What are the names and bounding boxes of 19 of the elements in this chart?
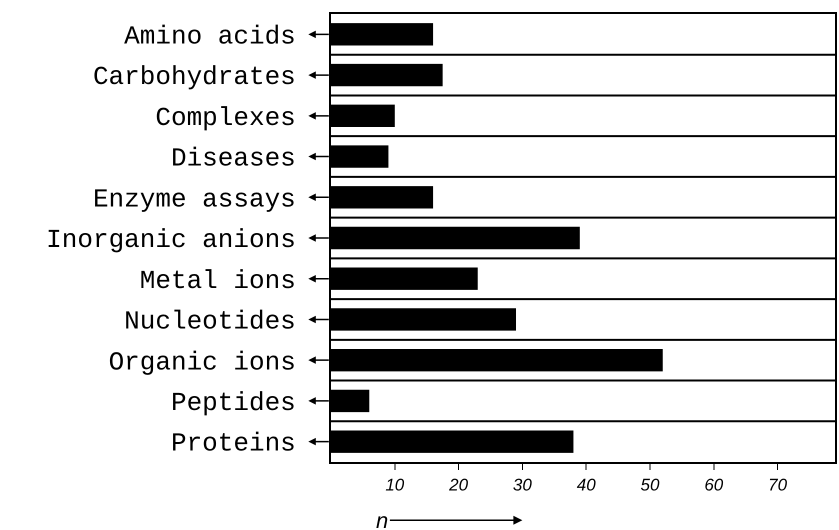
y-tick-label: Complexes: [155, 102, 296, 133]
y-tick-label: Inorganic anions: [46, 225, 296, 256]
y-tick-label: Organic ions: [108, 347, 296, 378]
x-tick-label: 10: [385, 475, 405, 494]
y-tick-label: Peptides: [170, 388, 296, 418]
y-tick-label: Diseases: [170, 144, 296, 174]
x-tick-label: 70: [768, 475, 788, 494]
y-tick-label: Amino acids: [124, 21, 296, 52]
y-tick-label: Proteins: [170, 428, 296, 459]
y-tick-label: Enzyme assays: [92, 184, 296, 214]
x-axis-title: n: [376, 508, 388, 530]
x-tick-label: 30: [512, 475, 532, 494]
y-tick-label: Metal ions: [140, 266, 296, 296]
x-tick-label: 50: [640, 475, 660, 494]
x-tick-label: 40: [576, 475, 596, 494]
x-tick-label: 60: [704, 475, 724, 494]
x-tick-label: 20: [448, 475, 469, 494]
y-tick-label: Nucleotides: [124, 306, 296, 337]
y-tick-label: Carbohydrates: [92, 62, 296, 92]
